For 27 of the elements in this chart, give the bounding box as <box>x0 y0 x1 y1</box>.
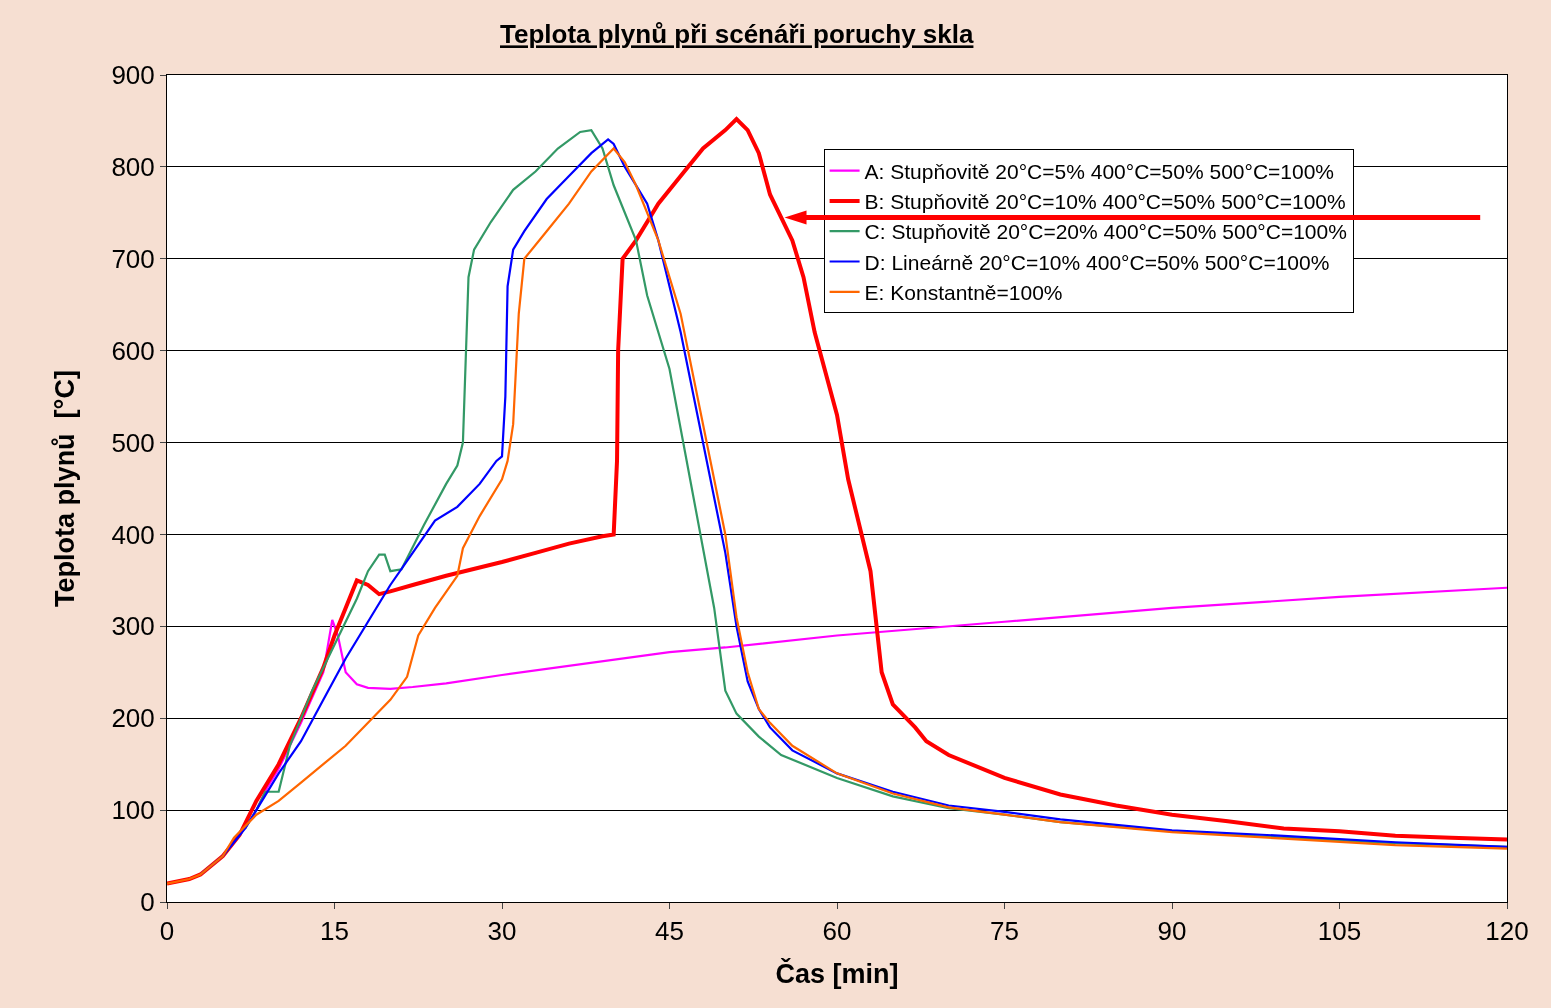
x-tick-label: 45 <box>655 916 684 947</box>
y-tick-label: 700 <box>111 243 155 274</box>
y-tick-label: 500 <box>111 427 155 458</box>
y-tick-label: 800 <box>111 151 155 182</box>
legend-label: C: Stupňovitě 20°C=20% 400°C=50% 500°C=100% <box>864 220 1347 244</box>
y-tick-label: 300 <box>111 611 155 642</box>
legend-label: D: Lineárně 20°C=10% 400°C=50% 500°C=100% <box>864 250 1330 274</box>
y-tick-label: 900 <box>111 60 155 91</box>
x-tick-label: 15 <box>320 916 349 947</box>
x-axis-title: Čas [min] <box>775 957 899 989</box>
x-tick-label: 120 <box>1485 916 1529 947</box>
y-tick-label: 400 <box>111 519 155 550</box>
y-tick-label: 200 <box>111 703 155 734</box>
y-tick-label: 0 <box>140 887 155 918</box>
y-axis-title: Teplota plynů [°C] <box>50 370 81 607</box>
y-tick-label: 100 <box>111 795 155 826</box>
x-tick-label: 0 <box>159 916 175 947</box>
legend-label: B: Stupňovitě 20°C=10% 400°C=50% 500°C=100% <box>864 190 1346 214</box>
x-tick-label: 30 <box>487 916 517 947</box>
x-tick-label: 75 <box>990 916 1019 947</box>
legend-label: E: Konstantně=100% <box>864 280 1063 304</box>
x-tick-label: 105 <box>1317 916 1362 947</box>
x-tick-label: 90 <box>1157 916 1187 947</box>
x-tick-label: 60 <box>822 916 852 947</box>
y-tick-label: 600 <box>111 335 155 366</box>
chart-title: Teplota plynů při scénáři poruchy skla <box>500 19 974 50</box>
legend-label: A: Stupňovitě 20°C=5% 400°C=50% 500°C=100% <box>864 159 1335 183</box>
